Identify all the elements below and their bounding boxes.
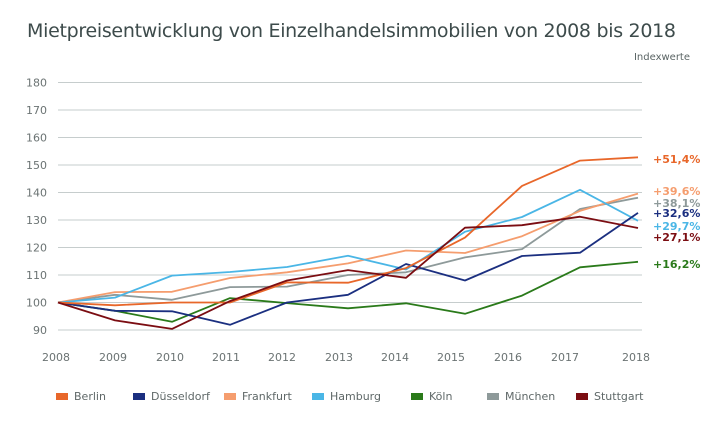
legend-item-hamburg: Hamburg (312, 390, 381, 403)
end-label-muenchen: +38,1% (653, 197, 700, 210)
legend-swatch (411, 393, 423, 400)
y-tick-label: 140 (26, 187, 47, 200)
legend-item-muenchen: München (487, 390, 555, 403)
x-tick-label: 2018 (622, 351, 650, 364)
x-tick-label: 2010 (156, 351, 184, 364)
end-label-koeln: +16,2% (653, 258, 700, 271)
y-tick-label: 110 (26, 269, 47, 282)
series-line-hamburg (57, 188, 639, 304)
series-line-duesseldorf (57, 212, 639, 326)
legend-swatch (133, 393, 145, 400)
legend-swatch (56, 393, 68, 400)
x-tick-label: 2014 (381, 351, 409, 364)
legend-label: Köln (429, 390, 453, 403)
x-axis: 2008 2009 2010 2011 2012 2013 2014 2015 2016 2017… (42, 351, 650, 364)
end-label-hamburg: +29,7% (653, 220, 700, 233)
y-tick-label: 100 (26, 297, 47, 310)
legend-label: Düsseldorf (151, 390, 210, 403)
end-label-frankfurt: +39,6% (653, 185, 700, 198)
legend-label: Frankfurt (242, 390, 292, 403)
y-axis: 90 100 110 120 130 140 150 160 170 180 (26, 77, 47, 338)
y-tick-label: 160 (26, 132, 47, 145)
series-line-stuttgart (57, 215, 639, 330)
legend-swatch (224, 393, 236, 400)
series-line-berlin (57, 156, 639, 307)
x-tick-label: 2012 (268, 351, 296, 364)
x-tick-label: 2008 (42, 351, 70, 364)
chart-title: Mietpreisentwicklung von Einzelhandelsim… (27, 20, 676, 42)
legend-label: Stuttgart (594, 390, 644, 403)
x-tick-label: 2016 (494, 351, 522, 364)
legend-item-duesseldorf: Düsseldorf (133, 390, 210, 403)
y-tick-label: 120 (26, 242, 47, 255)
y-tick-label: 170 (26, 104, 47, 117)
legend: Berlin Düsseldorf Frankfurt Hamburg Köln Münc… (0, 390, 710, 406)
legend-item-frankfurt: Frankfurt (224, 390, 292, 403)
series-line-frankfurt (57, 192, 639, 304)
legend-label: Berlin (74, 390, 106, 403)
series-line-muenchen (57, 196, 639, 304)
legend-swatch (487, 393, 499, 400)
legend-swatch (576, 393, 588, 400)
end-label-stuttgart: +27,1% (653, 231, 700, 244)
x-tick-label: 2015 (437, 351, 465, 364)
legend-item-koeln: Köln (411, 390, 452, 403)
end-label-duesseldorf: +32,6% (653, 207, 700, 220)
y-tick-label: 150 (26, 159, 47, 172)
y-tick-label: 90 (33, 324, 47, 337)
y-tick-label: 180 (26, 77, 47, 90)
series-lines (57, 156, 639, 330)
x-tick-label: 2011 (212, 351, 240, 364)
legend-label: Hamburg (330, 390, 381, 403)
unit-label: Indexwerte (633, 52, 690, 63)
x-tick-label: 2013 (325, 351, 353, 364)
legend-item-berlin: Berlin (56, 390, 106, 403)
x-tick-label: 2017 (551, 351, 579, 364)
series-line-koeln (57, 260, 639, 323)
end-label-berlin: +51,4% (653, 153, 700, 166)
legend-label: München (505, 390, 556, 403)
y-tick-label: 130 (26, 214, 47, 227)
x-tick-label: 2009 (99, 351, 127, 364)
end-labels: +51,4% +32,6% +39,6% +29,7% +16,2% +38,1% +27,… (653, 153, 700, 271)
legend-swatch (312, 393, 324, 400)
legend-item-stuttgart: Stuttgart (576, 390, 643, 403)
